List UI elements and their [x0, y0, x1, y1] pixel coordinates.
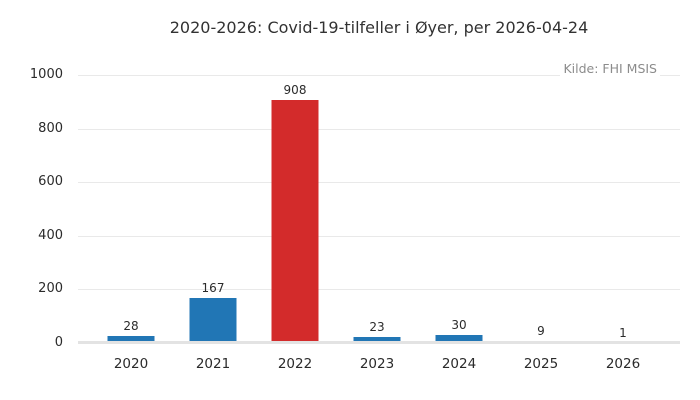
bar-2021	[189, 298, 237, 343]
bar-column-2020: 28 2020	[90, 75, 172, 372]
gridline-200	[78, 289, 680, 291]
x-tick-label-2026: 2026	[605, 356, 641, 372]
bar-column-2025: 9 2025	[500, 75, 582, 372]
bar-column-2024: 30 2024	[418, 75, 500, 372]
x-tick-label-2023: 2023	[359, 356, 395, 372]
bar-2022	[271, 99, 319, 343]
y-tick-label-200: 200	[38, 281, 63, 297]
y-tick-label-600: 600	[38, 174, 63, 190]
y-tick-label-1000: 1000	[29, 67, 63, 82]
chart-title: 2020-2026: Covid-19-tilfeller i Øyer, pe…	[169, 18, 589, 37]
bar-2023	[353, 336, 401, 343]
value-label-2021: 167	[201, 281, 225, 296]
x-tick-label-2021: 2021	[195, 356, 231, 372]
y-tick-label-0: 0	[54, 335, 63, 350]
bar-column-2026: 1 2026	[582, 75, 664, 372]
x-tick-label-2025: 2025	[523, 356, 559, 372]
y-axis: 0 200 400 600 800 1000	[0, 0, 63, 400]
y-tick-label-800: 800	[38, 120, 63, 136]
gridline-600	[78, 182, 680, 184]
y-tick-label-400: 400	[38, 227, 63, 243]
x-axis-line	[78, 341, 680, 344]
bar-column-2021: 167 2021	[172, 75, 254, 372]
x-tick-label-2020: 2020	[113, 356, 149, 372]
value-label-2023: 23	[369, 319, 385, 334]
value-label-2026: 1	[619, 325, 627, 340]
source-annotation: Kilde: FHI MSIS	[560, 61, 660, 76]
gridline-800	[78, 128, 680, 130]
value-label-2022: 908	[283, 82, 307, 97]
plot-area: 28 2020 167 2021 908 2022 23 2023 30 2024 9 2025 1 20…	[78, 75, 680, 372]
bar-2024	[435, 334, 483, 343]
gridline-400	[78, 235, 680, 237]
bar-columns: 28 2020 167 2021 908 2022 23 2023 30 2024 9 2025 1 20…	[78, 75, 680, 372]
bar-column-2023: 23 2023	[336, 75, 418, 372]
value-label-2020: 28	[123, 318, 139, 333]
value-label-2024: 30	[451, 317, 467, 332]
bar-2020	[107, 335, 155, 343]
x-tick-label-2024: 2024	[441, 356, 477, 372]
bar-column-2022: 908 2022	[254, 75, 336, 372]
x-tick-label-2022: 2022	[277, 356, 313, 372]
value-label-2025: 9	[537, 323, 545, 338]
gridline-1000	[78, 75, 680, 76]
